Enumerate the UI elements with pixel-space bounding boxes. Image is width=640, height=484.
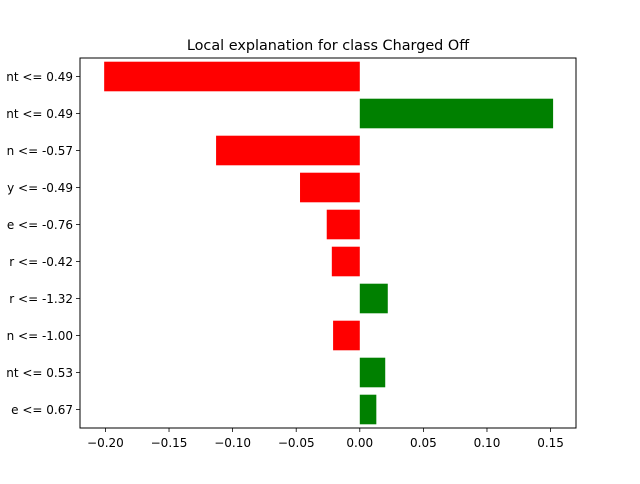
bar [331,246,360,277]
y-tick-label: e <= 0.67 [11,403,73,417]
x-tick-label: −0.10 [214,436,251,450]
plot-area-frame [79,57,577,429]
x-tick-label: 0.05 [410,436,437,450]
bars-group [104,61,554,425]
y-axis-ticks: nt <= 0.49 nt <= 0.49 n <= -0.57 y <= -0.49… [6,70,80,417]
y-tick-label: r <= -0.42 [9,255,73,269]
y-tick-label: n <= -1.00 [7,329,73,343]
y-tick-label: r <= -1.32 [9,292,73,306]
y-tick-label: nt <= 0.49 [6,107,73,121]
bar [104,61,360,92]
bar [359,283,388,314]
y-tick-label: n <= -0.57 [7,144,73,158]
bar [359,98,554,129]
x-tick-label: −0.15 [151,436,188,450]
x-tick-label: −0.05 [278,436,315,450]
x-tick-label: 0.00 [346,436,373,450]
y-tick-label: e <= -0.76 [7,218,73,232]
bar [326,209,360,240]
y-tick-label: y <= -0.49 [7,181,73,195]
x-tick-label: −0.20 [87,436,124,450]
chart-title: Local explanation for class Charged Off [187,38,470,54]
y-tick-label: nt <= 0.49 [6,70,73,84]
y-tick-label: nt <= 0.53 [6,366,73,380]
bar [333,320,360,351]
x-tick-label: 0.15 [537,436,564,450]
x-axis-ticks: −0.20 −0.15 −0.10 −0.05 0.00 0.05 0.10 0.15 [87,428,564,450]
x-tick-label: 0.10 [474,436,501,450]
bar [300,172,360,203]
bar [359,357,386,388]
bar [216,135,360,166]
bar [359,394,377,425]
